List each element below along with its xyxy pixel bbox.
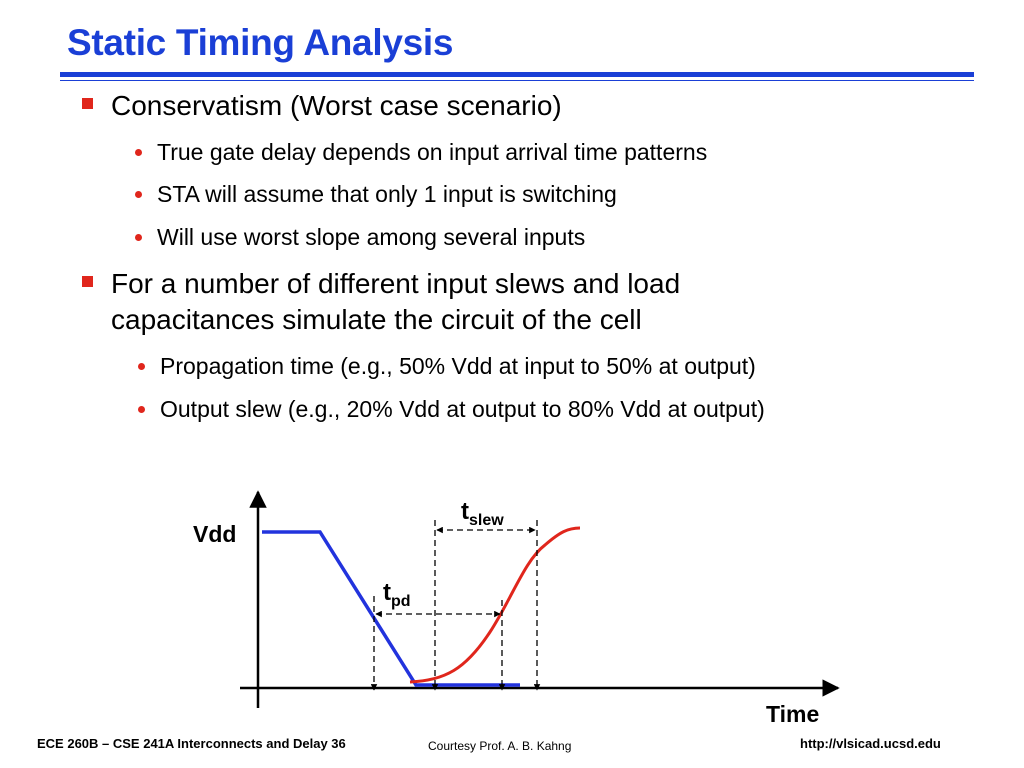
bullet-text: For a number of different input slews an… [111, 266, 680, 338]
sub-bullet: Will use worst slope among several input… [135, 223, 585, 251]
bullet-text-line: For a number of different input slews an… [111, 268, 681, 299]
tpd-subscript: pd [391, 593, 411, 610]
square-bullet-icon [82, 98, 93, 109]
sub-bullet-text: Output slew (e.g., 20% Vdd at output to … [160, 396, 765, 422]
square-bullet-icon [82, 276, 93, 287]
bullet-text-line: capacitances simulate the circuit of the… [111, 304, 642, 335]
dot-bullet-icon [135, 234, 142, 241]
dot-bullet-icon [138, 406, 145, 413]
tpd-main: t [383, 579, 391, 606]
tslew-main: t [461, 498, 469, 525]
dot-bullet-icon [138, 363, 145, 370]
sub-bullet-text: STA will assume that only 1 input is swi… [157, 181, 617, 207]
sub-bullet: Output slew (e.g., 20% Vdd at output to … [138, 395, 765, 423]
sub-bullet: True gate delay depends on input arrival… [135, 138, 707, 166]
vdd-label: Vdd [193, 521, 236, 547]
input-waveform [262, 530, 520, 687]
tpd-label: tpd [383, 579, 411, 610]
tslew-label: tslew [461, 498, 504, 529]
slide-title: Static Timing Analysis [67, 22, 454, 63]
output-waveform [409, 526, 581, 684]
footer-courtesy: Courtesy Prof. A. B. Kahng [428, 739, 572, 753]
dot-bullet-icon [135, 149, 142, 156]
bullet-conservatism: Conservatism (Worst case scenario) [82, 88, 562, 124]
tslew-subscript: slew [469, 512, 504, 529]
title-underline-thin [60, 80, 974, 81]
sub-bullet-text: Will use worst slope among several input… [157, 224, 586, 250]
sub-bullet: STA will assume that only 1 input is swi… [135, 180, 617, 208]
bullet-text: Conservatism (Worst case scenario) [111, 90, 562, 121]
time-label: Time [766, 701, 819, 727]
sub-bullet-text: Propagation time (e.g., 50% Vdd at input… [160, 353, 756, 379]
footer-url: http://vlsicad.ucsd.edu [800, 736, 941, 751]
bullet-simulate: For a number of different input slews an… [82, 266, 680, 338]
title-underline [60, 72, 974, 77]
sub-bullet: Propagation time (e.g., 50% Vdd at input… [138, 352, 756, 380]
sub-bullet-text: True gate delay depends on input arrival… [157, 139, 708, 165]
dot-bullet-icon [135, 191, 142, 198]
footer-course: ECE 260B – CSE 241A Interconnects and De… [37, 736, 346, 751]
